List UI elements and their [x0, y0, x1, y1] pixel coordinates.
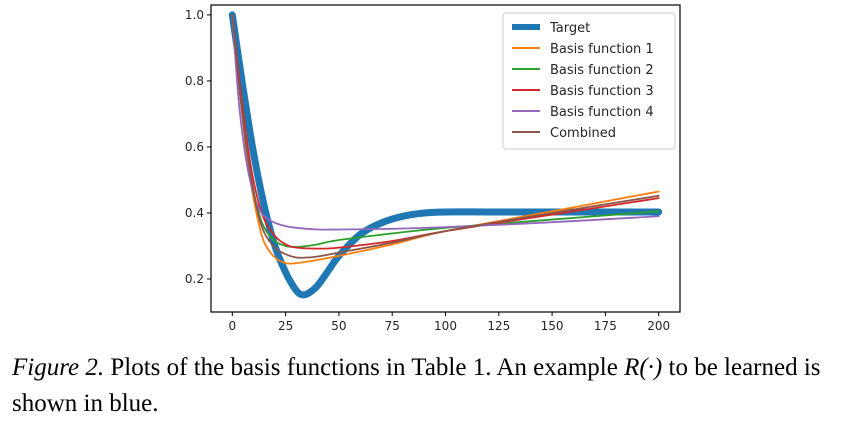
caption-text-before: Plots of the basis functions in Table 1.…: [104, 354, 625, 381]
y-tick-label: 0.8: [185, 74, 204, 88]
x-tick-label: 100: [434, 319, 457, 333]
x-tick-label: 0: [228, 319, 236, 333]
y-tick-label: 0.4: [185, 206, 204, 220]
x-tick-label: 75: [385, 319, 400, 333]
x-tick-label: 200: [647, 319, 670, 333]
series-line-basis-function-4: [231, 14, 660, 231]
caption-text-after: to be learned is shown in blue.: [12, 354, 821, 417]
x-tick-label: 150: [541, 319, 564, 333]
legend-label: Target: [549, 21, 590, 36]
figure-label: Figure 2.: [12, 354, 105, 381]
line-chart: 0 25 50 75 100 125 150 175 200 0.2 0.4 0.6 0.8 1.0 T…: [185, 4, 681, 333]
figure-caption: Figure 2. Plots of the basis functions i…: [12, 350, 852, 422]
legend: Target Basis function 1 Basis function 2 Ba…: [502, 12, 676, 150]
y-tick-label: 1.0: [185, 8, 204, 22]
x-tick-label: 175: [594, 319, 617, 333]
legend-label: Basis function 3: [550, 84, 654, 99]
x-tick-label: 50: [331, 319, 346, 333]
legend-label: Combined: [550, 126, 616, 141]
plot-area: [210, 4, 681, 313]
legend-label: Basis function 2: [550, 63, 654, 78]
legend-box: [502, 12, 676, 150]
y-tick-label: 0.6: [185, 140, 204, 154]
y-tick-label: 0.2: [185, 272, 204, 286]
y-axis: 0.2 0.4 0.6 0.8 1.0: [185, 8, 211, 286]
x-tick-label: 25: [278, 319, 293, 333]
x-axis: 0 25 50 75 100 125 150 175 200: [228, 312, 670, 333]
legend-label: Basis function 4: [550, 105, 654, 120]
x-tick-label: 125: [487, 319, 510, 333]
legend-label: Basis function 1: [550, 42, 654, 57]
series-line-combined: [231, 14, 660, 259]
caption-math: R(·): [624, 354, 663, 381]
series-line-target: [228, 11, 663, 299]
